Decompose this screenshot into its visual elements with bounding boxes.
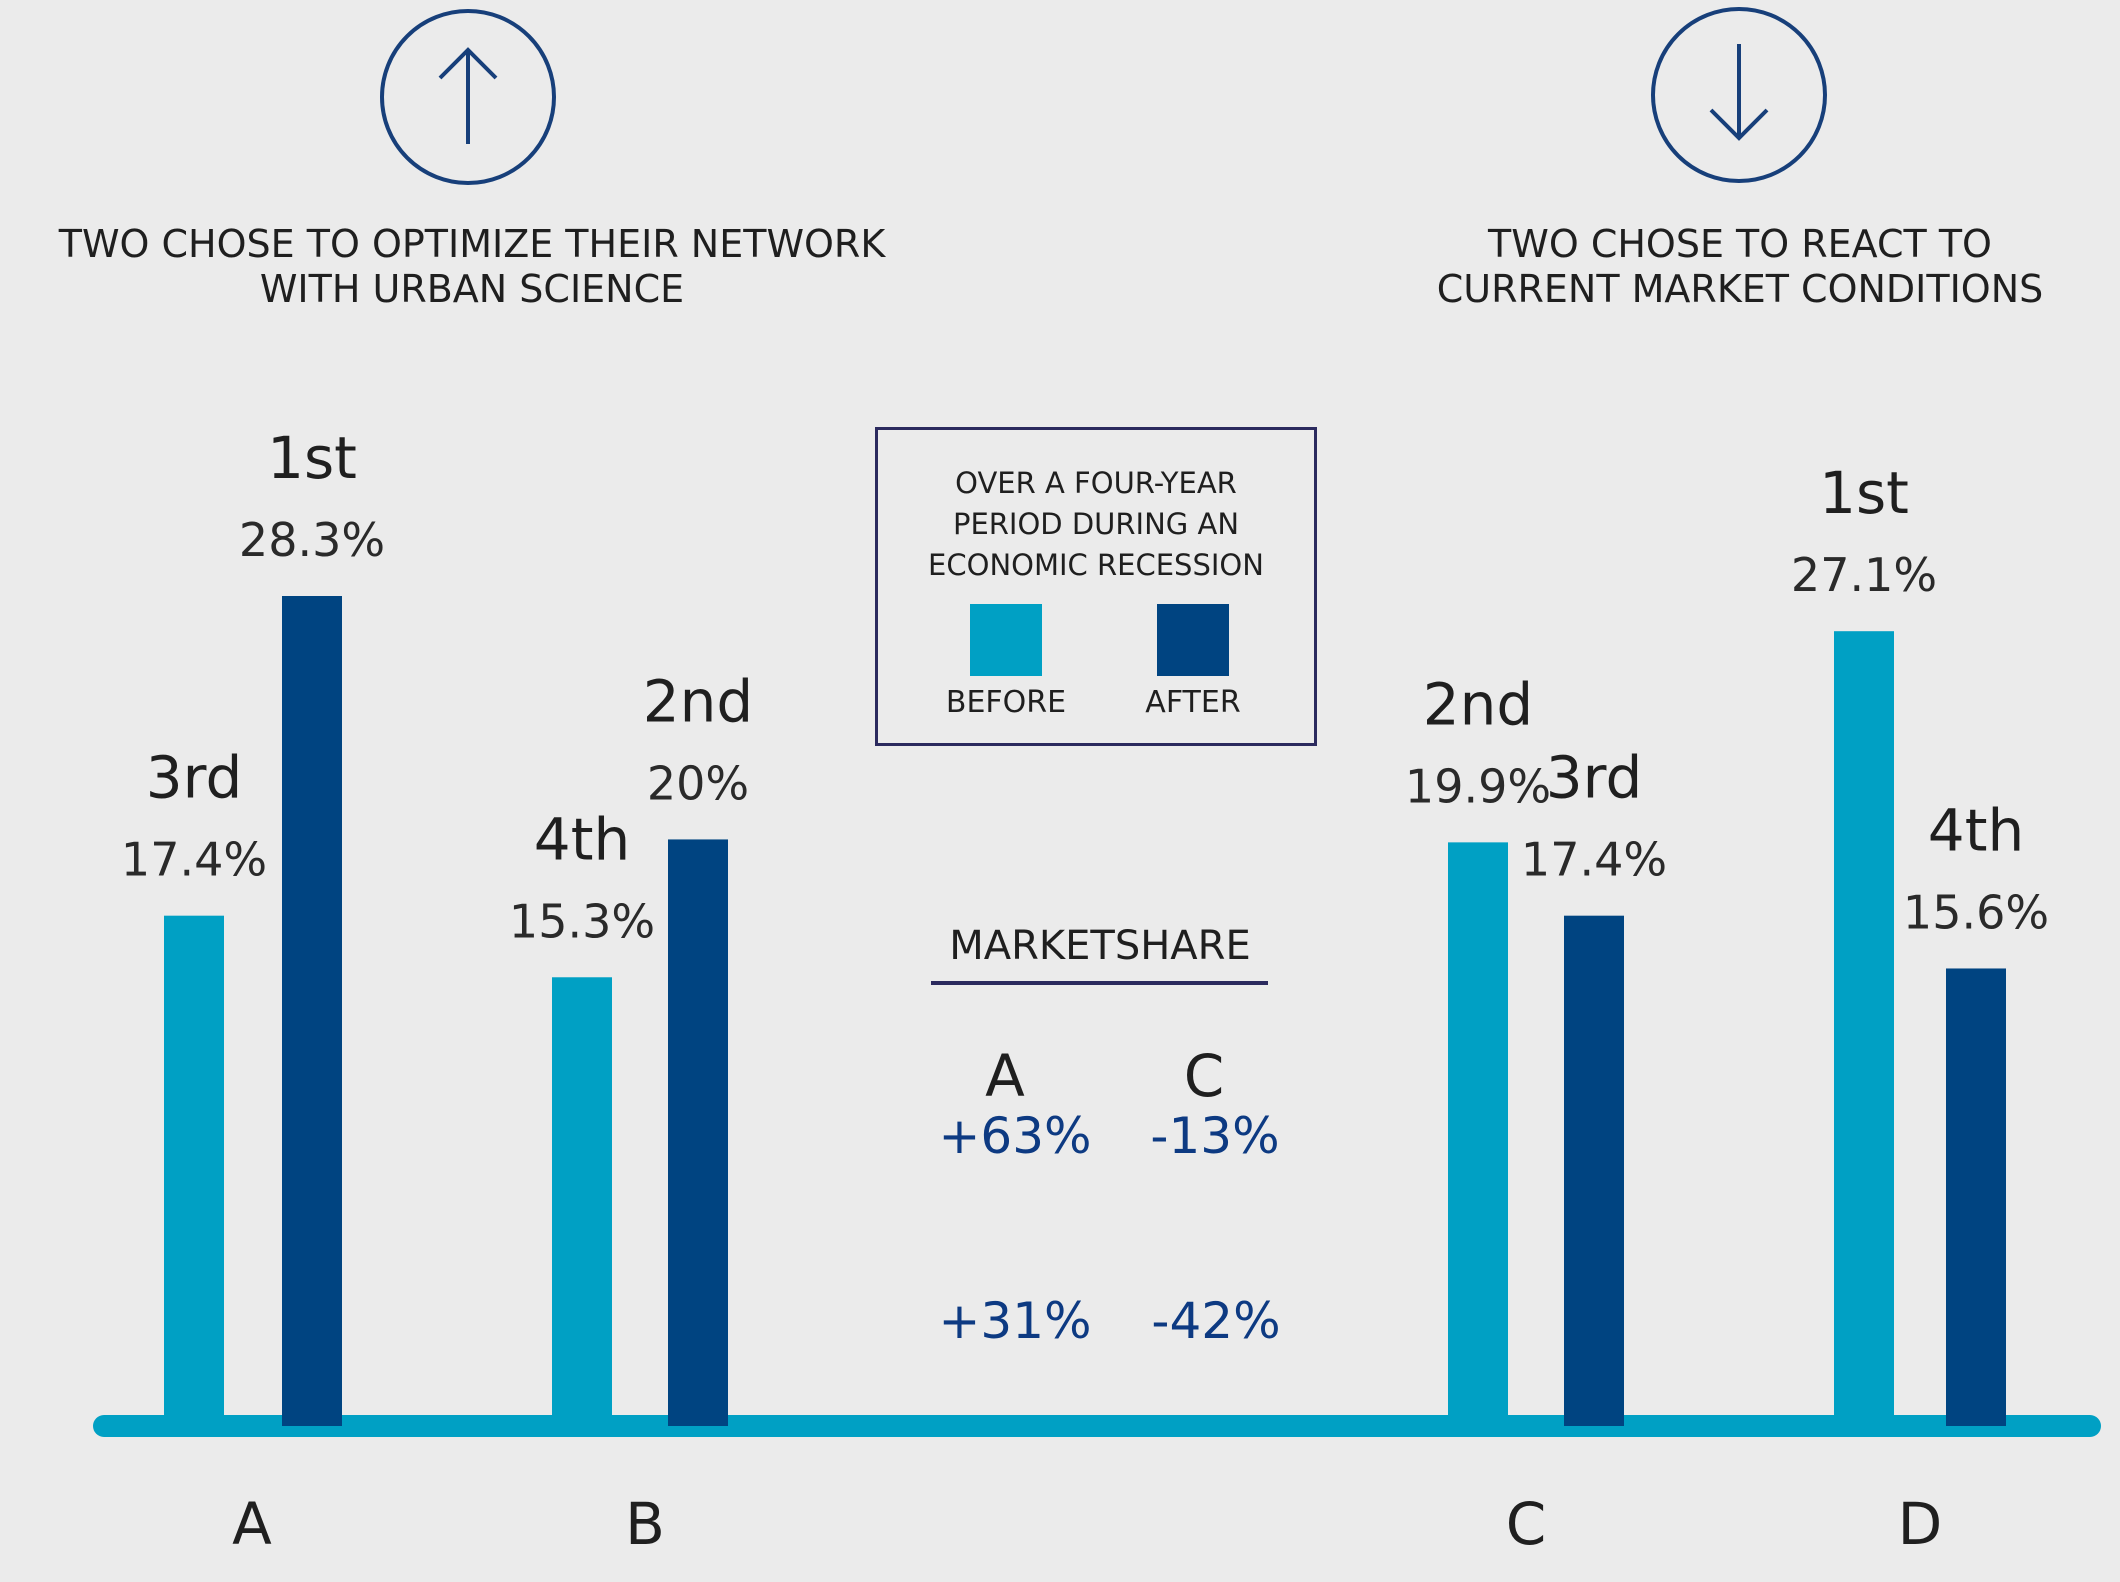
marketshare-underline [931,981,1268,985]
rank-label: 1st [267,424,357,492]
marketshare-value: -42% [1151,1292,1281,1350]
marketshare-value: -13% [1150,1107,1280,1165]
rank-label: 4th [1928,796,2024,864]
legend-swatch-before [970,604,1042,676]
category-label-d: D [1897,1490,1943,1558]
rank-label: 4th [534,805,630,873]
data-label: 19.9% [1405,759,1551,813]
data-label: 15.3% [509,894,655,948]
marketshare-column-a: A [985,1042,1025,1110]
legend-label-after: AFTER [1145,685,1241,720]
marketshare-column-c: C [1183,1042,1225,1110]
legend-title-line: ECONOMIC RECESSION [928,548,1264,582]
data-label: 20% [647,756,749,810]
legend-swatch-after [1157,604,1229,676]
arrow-down-icon [1651,7,1827,183]
bar-before-c [1448,842,1508,1426]
category-label-a: A [232,1490,272,1558]
arrow-up-icon [380,9,556,185]
rank-label: 1st [1819,459,1909,527]
bar-after-c [1564,915,1624,1426]
legend-box: OVER A FOUR-YEAR PERIOD DURING AN ECONOM… [875,427,1317,746]
legend-title-line: OVER A FOUR-YEAR [955,466,1237,500]
data-label: 17.4% [121,833,267,887]
marketshare-value: +31% [938,1292,1092,1350]
marketshare-title: MARKETSHARE [949,923,1251,969]
bar-after-a [282,596,342,1426]
category-label-b: B [625,1490,665,1558]
bar-before-d [1834,631,1894,1426]
marketshare-value: +63% [938,1107,1092,1165]
data-label: 27.1% [1791,548,1937,602]
rank-label: 3rd [1546,744,1643,812]
bar-before-a [164,915,224,1426]
legend-label-before: BEFORE [945,685,1067,720]
rank-label: 2nd [643,667,753,735]
heading-react: TWO CHOSE TO REACT TO CURRENT MARKET CON… [1436,222,2044,311]
rank-label: 2nd [1423,670,1533,738]
bar-after-b [668,839,728,1426]
legend-title-line: PERIOD DURING AN [952,507,1240,541]
heading-optimize: TWO CHOSE TO OPTIMIZE THEIR NETWORK WITH… [58,222,886,311]
bar-before-b [552,977,612,1426]
data-label: 15.6% [1903,885,2049,939]
legend-title: OVER A FOUR-YEAR PERIOD DURING AN ECONOM… [878,463,1314,586]
bar-after-d [1946,968,2006,1426]
category-label-c: C [1505,1490,1547,1558]
rank-label: 3rd [146,744,243,812]
data-label: 17.4% [1521,833,1667,887]
data-label: 28.3% [239,513,385,567]
